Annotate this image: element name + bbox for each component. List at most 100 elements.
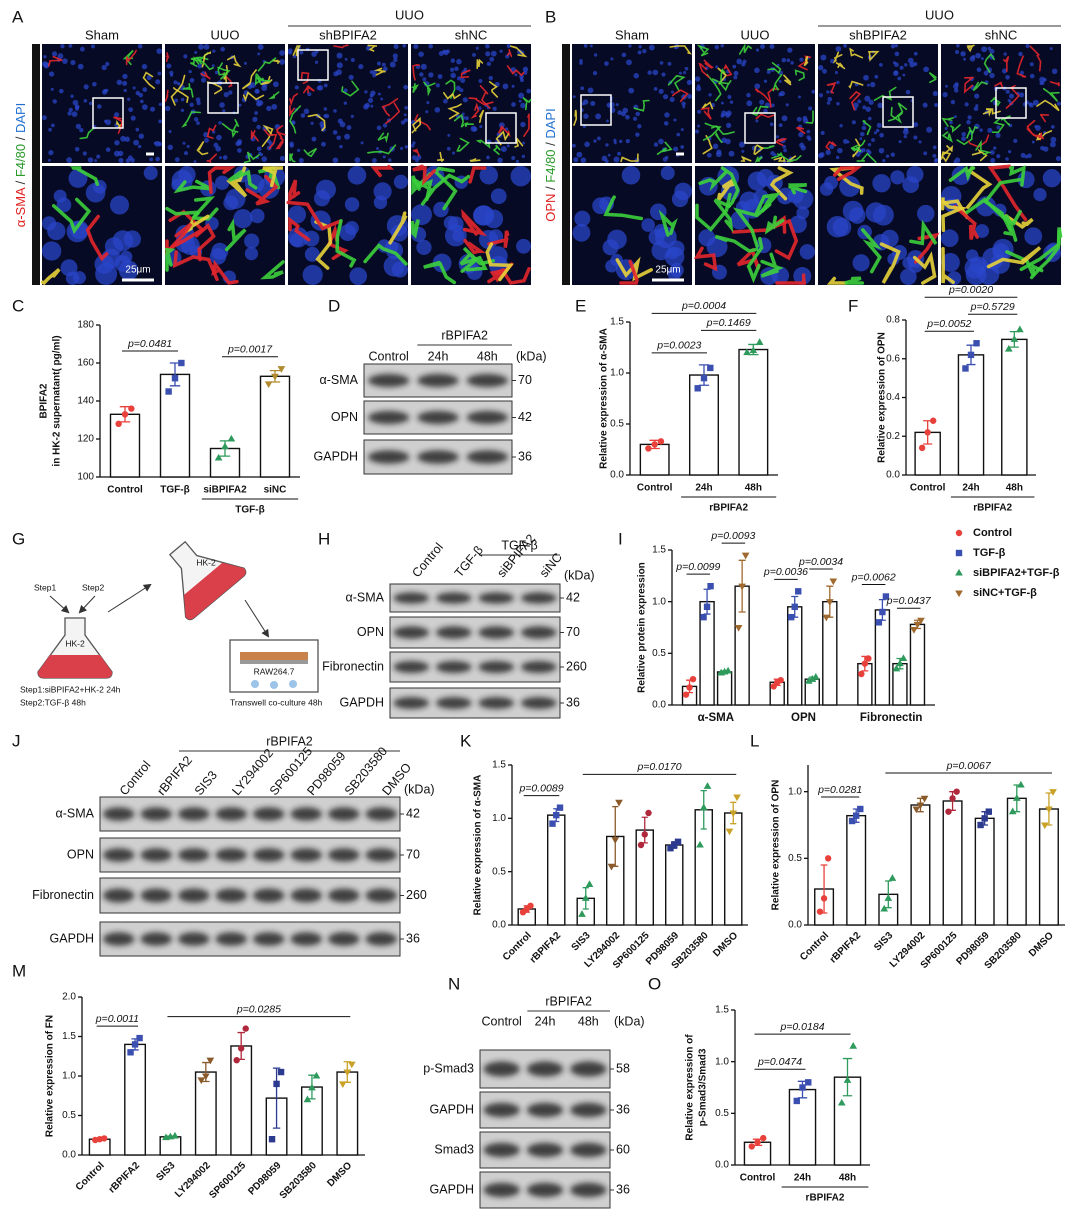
x-tick-label: rBPIFA2 xyxy=(528,930,564,966)
nucleus xyxy=(500,146,507,153)
stain-signal xyxy=(333,44,349,49)
nucleus xyxy=(770,103,775,108)
nucleus xyxy=(382,123,388,128)
nucleus xyxy=(842,200,864,222)
nucleus xyxy=(520,102,526,109)
diagram: G Step1 Step2 HK-2 HK-2 RAW264.7 Step1:s… xyxy=(12,529,323,707)
data-point xyxy=(734,624,743,632)
nucleus xyxy=(971,54,976,59)
stain-signal xyxy=(702,135,713,155)
stain-signal xyxy=(700,107,712,120)
band xyxy=(570,1142,607,1158)
data-point xyxy=(760,1134,767,1142)
nucleus xyxy=(820,54,827,61)
nucleus xyxy=(987,127,993,133)
stain-signal xyxy=(506,49,513,58)
nucleus xyxy=(375,147,379,150)
nucleus xyxy=(995,132,1001,138)
stain-signal xyxy=(732,202,772,248)
stain-signal xyxy=(275,137,285,150)
band xyxy=(290,807,322,821)
stain-label: α-SMA / F4/80 / DAPI xyxy=(13,103,28,228)
band xyxy=(103,932,135,946)
band xyxy=(466,373,509,388)
nucleus xyxy=(88,101,93,106)
data-point xyxy=(799,1084,806,1091)
nucleus xyxy=(733,75,738,80)
stain-signal xyxy=(374,67,386,76)
nucleus xyxy=(321,141,326,147)
x-tick-label: SIS3 xyxy=(570,930,593,953)
nucleus xyxy=(625,114,630,120)
nucleus xyxy=(808,106,813,111)
stain-signal xyxy=(850,139,866,152)
nucleus xyxy=(975,52,981,59)
data-point xyxy=(700,613,707,621)
bar xyxy=(974,817,995,926)
nucleus xyxy=(198,44,204,50)
stain-signal xyxy=(805,110,814,124)
nucleus xyxy=(332,157,339,163)
nucleus xyxy=(58,88,64,94)
nucleus xyxy=(249,208,265,224)
stain-signal xyxy=(190,52,209,62)
p-value: p=0.0437 xyxy=(886,595,932,607)
nucleus xyxy=(992,243,1010,260)
nucleus xyxy=(996,154,1001,159)
nucleus xyxy=(521,154,526,159)
nucleus xyxy=(573,157,579,163)
nucleus xyxy=(461,112,465,116)
stain-signal xyxy=(848,80,864,89)
lane-label: Control xyxy=(369,349,409,363)
nucleus xyxy=(798,132,804,138)
nucleus xyxy=(625,139,630,144)
band xyxy=(570,1182,607,1198)
stain-signal xyxy=(445,79,456,99)
nucleus xyxy=(348,74,354,80)
nucleus xyxy=(1005,157,1009,161)
stain-signal xyxy=(223,65,229,83)
stain-signal xyxy=(890,106,903,124)
kda-label: 60 xyxy=(616,1142,630,1156)
nucleus xyxy=(411,204,432,226)
stain-signal xyxy=(972,81,988,92)
stain-signal xyxy=(912,251,937,285)
nucleus xyxy=(472,205,493,226)
stain-signal xyxy=(206,153,217,163)
y-axis-label: in HK-2 supernatant( pg/ml) xyxy=(52,335,63,466)
nucleus xyxy=(132,86,136,90)
nucleus xyxy=(279,50,285,56)
nucleus xyxy=(926,126,933,133)
nucleus xyxy=(489,56,495,62)
nucleus xyxy=(223,91,229,98)
nucleus xyxy=(155,79,161,85)
stain-signal xyxy=(289,105,302,134)
nucleus xyxy=(256,124,261,130)
nucleus xyxy=(42,241,62,261)
step-label: Step1 xyxy=(34,582,56,592)
nucleus xyxy=(371,158,377,163)
data-point xyxy=(967,351,975,359)
nucleus xyxy=(67,111,72,116)
data-point xyxy=(848,817,856,825)
nucleus xyxy=(288,48,293,54)
nucleus xyxy=(579,61,583,65)
nucleus xyxy=(370,104,374,108)
nucleus xyxy=(135,90,141,96)
nucleus xyxy=(583,113,589,119)
stain-signal xyxy=(263,129,278,150)
nucleus xyxy=(94,254,114,274)
nucleus xyxy=(400,120,406,125)
nucleus xyxy=(518,99,522,103)
nucleus xyxy=(859,137,863,141)
nucleus xyxy=(412,141,416,145)
stain-signal xyxy=(125,49,137,66)
x-tick-label: siNC xyxy=(264,485,287,496)
nucleus xyxy=(393,57,398,63)
nucleus xyxy=(288,205,307,224)
panel-label: J xyxy=(12,731,21,750)
stain-signal xyxy=(381,98,399,117)
nucleus xyxy=(875,128,880,133)
nucleus xyxy=(377,92,381,96)
nucleus xyxy=(194,50,198,55)
